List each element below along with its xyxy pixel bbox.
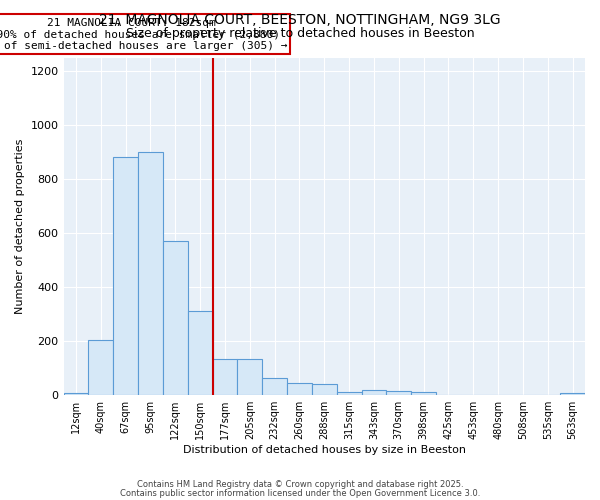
- Bar: [238, 358, 262, 395]
- Bar: [188, 312, 212, 395]
- Text: 21, MAGNOLIA COURT, BEESTON, NOTTINGHAM, NG9 3LG: 21, MAGNOLIA COURT, BEESTON, NOTTINGHAM,…: [99, 12, 501, 26]
- Bar: [411, 392, 436, 395]
- Text: Size of property relative to detached houses in Beeston: Size of property relative to detached ho…: [125, 28, 475, 40]
- Bar: [312, 384, 337, 395]
- Bar: [436, 394, 461, 395]
- Bar: [485, 394, 511, 395]
- Bar: [535, 394, 560, 395]
- Bar: [386, 391, 411, 395]
- Text: Contains public sector information licensed under the Open Government Licence 3.: Contains public sector information licen…: [120, 488, 480, 498]
- Bar: [337, 392, 362, 395]
- Bar: [113, 158, 138, 395]
- Bar: [163, 241, 188, 395]
- Bar: [138, 152, 163, 395]
- Bar: [287, 383, 312, 395]
- Bar: [560, 392, 585, 395]
- Bar: [212, 358, 238, 395]
- Bar: [262, 378, 287, 395]
- X-axis label: Distribution of detached houses by size in Beeston: Distribution of detached houses by size …: [183, 445, 466, 455]
- Bar: [64, 392, 88, 395]
- Bar: [511, 394, 535, 395]
- Bar: [461, 394, 485, 395]
- Y-axis label: Number of detached properties: Number of detached properties: [15, 138, 25, 314]
- Text: 21 MAGNOLIA COURT: 182sqm
← 90% of detached houses are smaller (2,880)
10% of se: 21 MAGNOLIA COURT: 182sqm ← 90% of detac…: [0, 18, 287, 50]
- Bar: [88, 340, 113, 395]
- Bar: [362, 390, 386, 395]
- Text: Contains HM Land Registry data © Crown copyright and database right 2025.: Contains HM Land Registry data © Crown c…: [137, 480, 463, 489]
